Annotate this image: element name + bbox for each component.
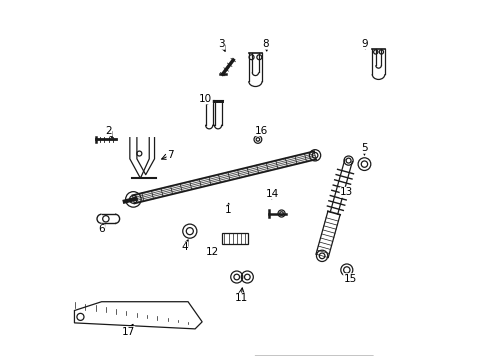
Text: 1: 1 <box>225 205 231 215</box>
Text: 4: 4 <box>181 242 187 252</box>
Text: 17: 17 <box>121 327 134 337</box>
Text: 5: 5 <box>361 143 367 153</box>
Bar <box>221 233 247 243</box>
Text: 9: 9 <box>361 39 367 49</box>
Text: 6: 6 <box>98 224 105 234</box>
Text: 14: 14 <box>265 189 279 199</box>
Text: 7: 7 <box>167 150 173 160</box>
Text: 3: 3 <box>218 39 224 49</box>
Text: 13: 13 <box>340 187 353 197</box>
Text: 10: 10 <box>199 94 212 104</box>
Text: 8: 8 <box>262 39 268 49</box>
Text: 15: 15 <box>343 274 356 284</box>
Text: 16: 16 <box>254 126 267 136</box>
Text: 11: 11 <box>234 293 247 303</box>
Text: 2: 2 <box>105 126 112 136</box>
Text: 12: 12 <box>206 247 219 257</box>
